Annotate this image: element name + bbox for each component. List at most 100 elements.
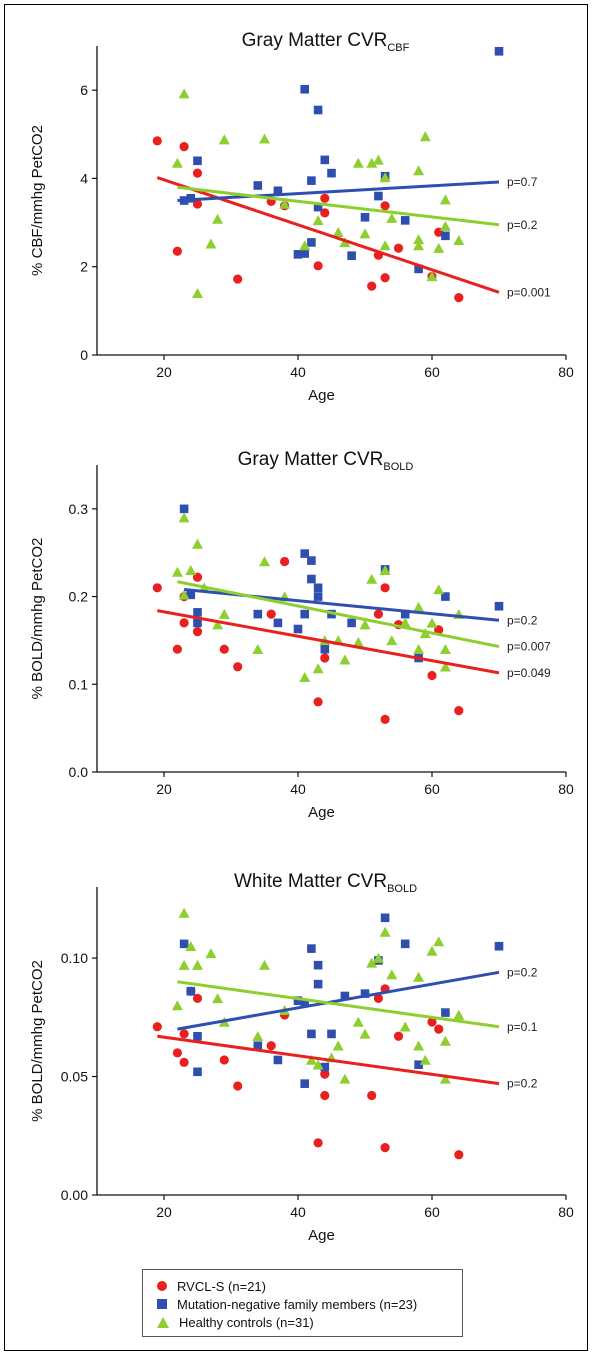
data-point-mutneg	[313, 105, 323, 115]
x-axis-label: Age	[308, 1227, 335, 1244]
chart-title-subscript: BOLD	[387, 883, 417, 895]
legend-marker-triangle-icon	[157, 1316, 169, 1328]
data-point-mutneg	[360, 989, 370, 998]
x-tick-label: 80	[558, 364, 574, 380]
data-point-healthy	[352, 157, 364, 168]
data-point-rvcl	[454, 706, 464, 716]
data-point-rvcl	[320, 1069, 330, 1079]
data-point-rvcl	[219, 644, 229, 654]
data-point-healthy	[259, 133, 270, 144]
data-point-healthy	[192, 538, 203, 549]
data-point-healthy	[433, 936, 445, 947]
data-point-healthy	[413, 240, 425, 251]
data-point-healthy	[372, 952, 384, 963]
data-point-mutneg	[193, 1031, 202, 1041]
data-point-healthy	[218, 608, 230, 619]
p-value-label-rvcl: p=0.049	[507, 666, 551, 680]
data-point-rvcl	[320, 208, 330, 218]
data-point-rvcl	[179, 1057, 189, 1067]
data-point-mutneg	[300, 249, 309, 258]
data-point-healthy	[419, 1054, 431, 1065]
data-point-mutneg	[307, 944, 316, 953]
data-point-mutneg	[273, 186, 283, 196]
x-tick-label: 40	[290, 781, 306, 797]
y-tick-label: 6	[80, 82, 88, 98]
fit-line-rvcl	[157, 1034, 500, 1086]
p-value-label-mutneg: p=0.7	[507, 175, 538, 189]
data-point-rvcl	[434, 1024, 444, 1034]
data-point-mutneg	[253, 609, 263, 619]
data-point-healthy	[279, 198, 291, 209]
y-tick-label: 0.3	[69, 501, 89, 517]
legend-marker-circle-icon	[157, 1281, 167, 1291]
data-point-mutneg	[313, 592, 323, 601]
x-axis-label: Age	[308, 387, 335, 404]
data-point-mutneg	[327, 1029, 336, 1039]
chart-title-main: Gray Matter CVR	[242, 30, 388, 51]
data-point-rvcl	[192, 168, 203, 178]
x-tick-label: 20	[156, 364, 172, 380]
y-tick-label: 0.05	[61, 1069, 88, 1085]
data-point-mutneg	[307, 574, 316, 584]
data-point-healthy	[259, 556, 270, 567]
data-point-rvcl	[280, 556, 290, 567]
fit-line-rvcl	[156, 176, 500, 294]
data-point-healthy	[439, 643, 451, 654]
data-point-healthy	[171, 1000, 183, 1011]
data-point-rvcl	[192, 993, 203, 1003]
data-point-mutneg	[494, 941, 504, 951]
data-point-mutneg	[313, 979, 323, 989]
data-point-healthy	[399, 617, 411, 628]
y-tick-label: 0.0	[69, 764, 89, 780]
fit-line-healthy	[177, 980, 500, 1029]
x-tick-label: 60	[424, 364, 440, 380]
data-point-healthy	[339, 237, 351, 248]
data-point-healthy	[433, 584, 445, 595]
p-value-label-mutneg: p=0.2	[507, 613, 538, 627]
data-point-healthy	[366, 573, 378, 584]
data-point-healthy	[453, 1009, 465, 1020]
data-point-healthy	[178, 512, 190, 523]
y-tick-label: 2	[80, 259, 88, 275]
data-point-healthy	[305, 1054, 317, 1065]
data-point-mutneg	[293, 624, 303, 634]
data-point-healthy	[332, 1040, 344, 1051]
fit-line-healthy	[177, 185, 500, 227]
data-point-healthy	[212, 213, 224, 224]
data-point-healthy	[252, 643, 264, 654]
data-point-healthy	[386, 969, 398, 980]
legend-label-mutneg: Mutation-negative family members (n=23)	[177, 1296, 418, 1312]
data-point-rvcl	[179, 1029, 189, 1039]
data-point-mutneg	[494, 601, 504, 611]
data-point-mutneg	[293, 996, 303, 1006]
y-tick-label: 4	[80, 170, 88, 186]
data-point-healthy	[413, 165, 425, 176]
data-point-rvcl	[373, 993, 383, 1003]
data-point-mutneg	[320, 644, 330, 654]
y-tick-label: 0	[80, 347, 88, 363]
data-point-mutneg	[320, 155, 330, 165]
data-point-mutneg	[327, 168, 336, 178]
data-point-mutneg	[293, 250, 303, 259]
data-point-healthy	[339, 654, 351, 665]
data-point-rvcl	[320, 1090, 330, 1101]
data-point-healthy	[359, 228, 371, 239]
chart-title-main: Gray Matter CVR	[238, 449, 384, 470]
data-point-rvcl	[380, 273, 390, 283]
data-point-healthy	[439, 194, 451, 205]
data-point-rvcl	[380, 583, 390, 593]
data-point-healthy	[413, 234, 425, 245]
data-point-rvcl	[179, 618, 189, 628]
data-point-healthy	[413, 971, 425, 982]
data-point-mutneg	[494, 46, 504, 56]
data-point-rvcl	[320, 653, 330, 663]
data-point-healthy	[399, 1021, 411, 1032]
chart-title: White Matter CVRBOLD	[234, 871, 417, 895]
data-point-healthy	[352, 1016, 364, 1027]
data-point-mutneg	[300, 609, 309, 619]
data-point-mutneg	[307, 556, 316, 565]
data-point-rvcl	[320, 193, 330, 203]
data-point-rvcl	[172, 1048, 182, 1058]
x-tick-label: 20	[156, 781, 172, 797]
